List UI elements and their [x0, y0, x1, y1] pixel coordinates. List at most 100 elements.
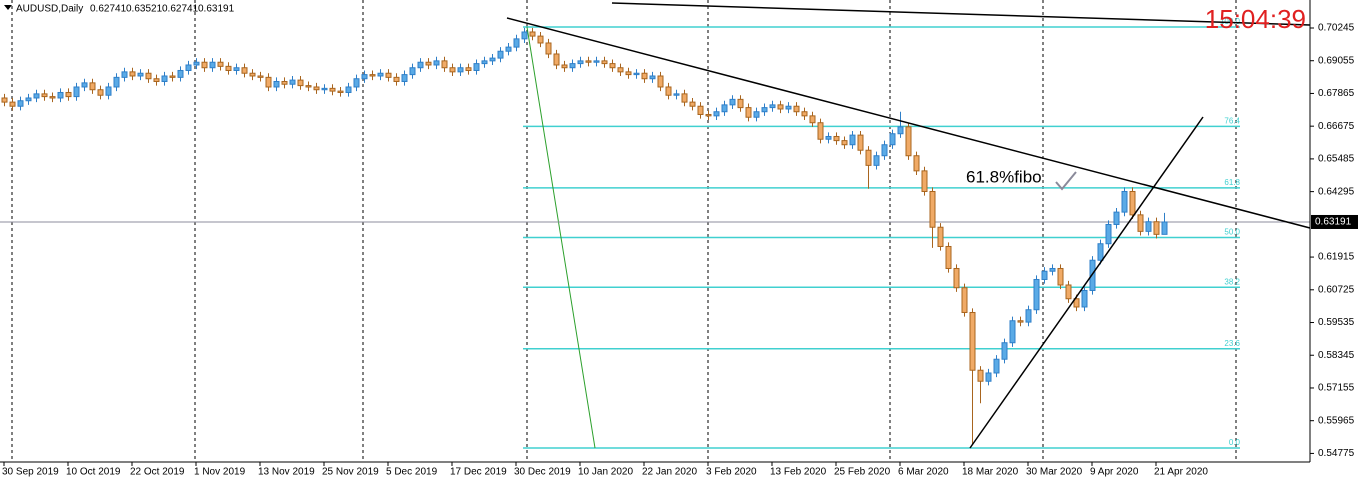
- candle-body: [833, 135, 840, 142]
- candle-body: [41, 93, 48, 98]
- candle-body: [1137, 214, 1144, 232]
- candle-body: [649, 75, 656, 80]
- y-tick-label: 0.58345: [1318, 350, 1355, 361]
- candle-body: [329, 87, 336, 92]
- candle-body: [737, 98, 744, 109]
- candle-body: [593, 60, 600, 63]
- candle-body: [25, 97, 32, 102]
- candle-body: [153, 78, 160, 82]
- candle-body: [73, 86, 80, 98]
- y-tick-label: 0.65485: [1318, 154, 1355, 165]
- fibo-label: 23.6: [1224, 339, 1240, 348]
- candle-body: [921, 170, 928, 192]
- x-tick-label: 30 Sep 2019: [2, 467, 59, 478]
- candle-body: [1073, 298, 1080, 308]
- x-tick-label: 25 Feb 2020: [834, 467, 891, 478]
- candle-body: [697, 105, 704, 115]
- y-tick-label: 0.64295: [1318, 186, 1355, 197]
- x-tick-label: 3 Feb 2020: [706, 467, 757, 478]
- candle-body: [105, 86, 112, 96]
- candle-body: [969, 311, 976, 371]
- candle-body: [449, 67, 456, 73]
- candle-body: [801, 111, 808, 117]
- candle-body: [1009, 320, 1016, 344]
- candle-body: [761, 107, 768, 113]
- candle-body: [241, 67, 248, 74]
- x-tick-label: 30 Mar 2020: [1026, 467, 1083, 478]
- y-tick-label: 0.60725: [1318, 284, 1355, 295]
- candle-body: [505, 46, 512, 52]
- candle-body: [441, 60, 448, 69]
- candle-body: [817, 122, 824, 140]
- candle-body: [681, 93, 688, 103]
- candle-body: [961, 287, 968, 313]
- y-tick-label: 0.55965: [1318, 415, 1355, 426]
- candle-body: [897, 126, 904, 135]
- trendline: [969, 116, 1204, 449]
- candle-body: [265, 76, 272, 88]
- trendline: [611, 2, 1311, 26]
- candle-body: [121, 71, 128, 78]
- candle-body: [177, 69, 184, 78]
- candle-body: [825, 135, 832, 140]
- candle-body: [273, 80, 280, 88]
- candle-body: [785, 105, 792, 110]
- candle-body: [721, 104, 728, 113]
- candle-body: [401, 74, 408, 82]
- x-tick-label: 5 Dec 2019: [386, 467, 438, 478]
- candle-body: [977, 369, 984, 382]
- x-tick-label: 22 Oct 2019: [130, 467, 185, 478]
- candle-body: [217, 61, 224, 67]
- candle-body: [569, 63, 576, 69]
- candle-body: [849, 134, 856, 146]
- candle-body: [281, 80, 288, 85]
- candle-body: [937, 226, 944, 247]
- candle-body: [113, 76, 120, 88]
- candle-body: [985, 372, 992, 382]
- candle-body: [865, 149, 872, 166]
- candle-body: [1, 97, 8, 103]
- candle-body: [489, 57, 496, 62]
- candle-body: [601, 60, 608, 65]
- candle-body: [425, 61, 432, 66]
- candle-body: [1033, 278, 1040, 311]
- candle-body: [929, 190, 936, 228]
- candle-body: [297, 79, 304, 87]
- candle-body: [377, 72, 384, 77]
- y-tick-label: 0.69055: [1318, 55, 1355, 66]
- candle-body: [65, 91, 72, 98]
- price-box: [1311, 214, 1358, 229]
- candle-body: [529, 31, 536, 37]
- fibonacci: 100.0 76.4 61.8 50.0 38.2 23.6 0.0: [523, 17, 1241, 449]
- candle-body: [889, 133, 896, 146]
- symbol: AUDUSD,Daily: [16, 4, 83, 15]
- ohlc-open: 0.62741: [90, 4, 127, 15]
- candle-body: [81, 82, 88, 88]
- candle-body: [361, 74, 368, 80]
- candle-body: [305, 85, 312, 88]
- candle-body: [369, 74, 376, 77]
- candle-body: [809, 115, 816, 124]
- candle-body: [577, 60, 584, 65]
- candle-body: [169, 75, 176, 78]
- candle-body: [1145, 221, 1152, 232]
- x-tick-label: 18 Mar 2020: [962, 467, 1019, 478]
- x-tick-label: 25 Nov 2019: [322, 467, 379, 478]
- x-tick-label: 13 Nov 2019: [258, 467, 315, 478]
- candle-body: [185, 64, 192, 71]
- candle-body: [97, 89, 104, 96]
- candle-body: [1025, 309, 1032, 323]
- candle-body: [673, 93, 680, 96]
- candle-body: [321, 87, 328, 91]
- candle-body: [841, 140, 848, 146]
- y-tick-label: 0.54775: [1318, 448, 1355, 459]
- trendline: [506, 17, 1311, 229]
- candle-body: [609, 63, 616, 69]
- price-box-label: 0.63191: [1315, 217, 1352, 228]
- candle-body: [657, 75, 664, 88]
- candle-body: [345, 86, 352, 93]
- candle-body: [641, 72, 648, 80]
- candle-body: [1057, 267, 1064, 286]
- candle-body: [1097, 243, 1104, 261]
- candle-body: [9, 101, 16, 107]
